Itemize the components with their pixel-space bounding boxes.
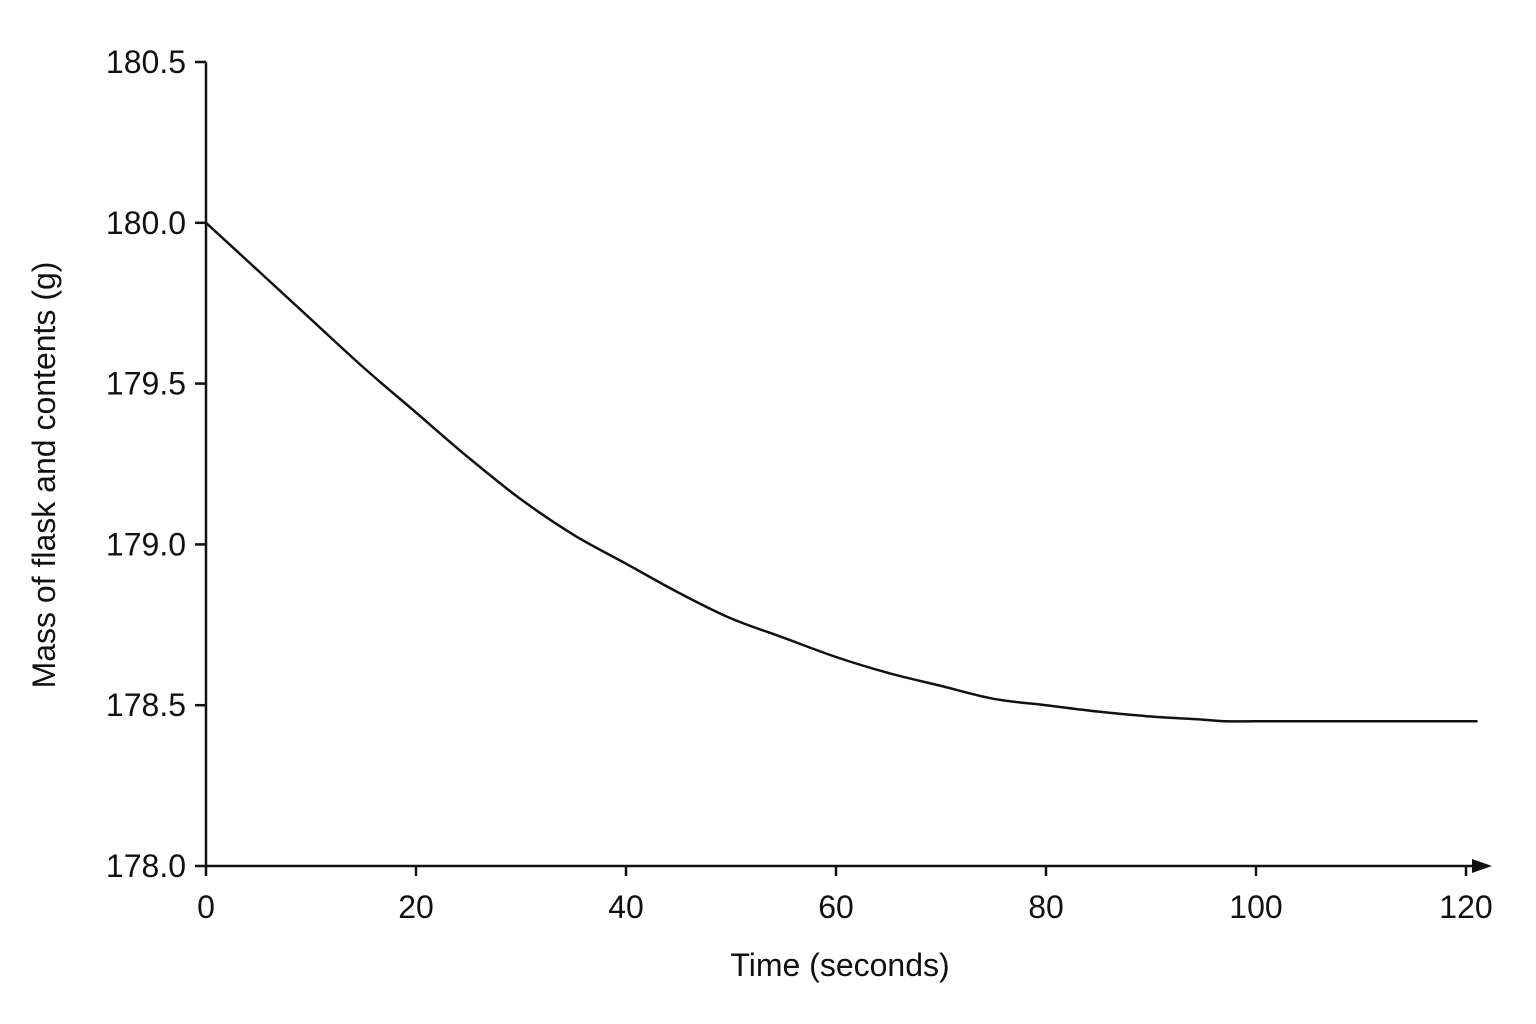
x-tick-label: 60 bbox=[818, 889, 854, 925]
y-tick-label: 179.0 bbox=[106, 526, 186, 562]
x-tick-label: 0 bbox=[197, 889, 215, 925]
x-tick-label: 40 bbox=[608, 889, 644, 925]
x-axis-arrowhead bbox=[1472, 859, 1492, 873]
plot-area: 178.0 178.5 179.0 179.5 180.0 180.5 0 20 40 60 80… bbox=[106, 44, 1493, 925]
y-tick-label: 179.5 bbox=[106, 366, 186, 402]
y-axis-title: Mass of flask and contents (g) bbox=[26, 262, 62, 689]
x-tick-label: 20 bbox=[398, 889, 434, 925]
y-tick-label: 180.0 bbox=[106, 205, 186, 241]
x-axis-title: Time (seconds) bbox=[730, 947, 949, 983]
y-tick-label: 178.5 bbox=[106, 687, 186, 723]
x-axis-ticks: 0 20 40 60 80 100 120 bbox=[197, 866, 1493, 925]
y-axis-ticks: 178.0 178.5 179.0 179.5 180.0 180.5 bbox=[106, 44, 206, 884]
y-tick-label: 178.0 bbox=[106, 848, 186, 884]
x-tick-label: 120 bbox=[1439, 889, 1492, 925]
mass-series-line bbox=[204, 221, 1478, 723]
y-tick-label: 180.5 bbox=[106, 44, 186, 80]
x-tick-label: 100 bbox=[1229, 889, 1282, 925]
x-tick-label: 80 bbox=[1028, 889, 1064, 925]
